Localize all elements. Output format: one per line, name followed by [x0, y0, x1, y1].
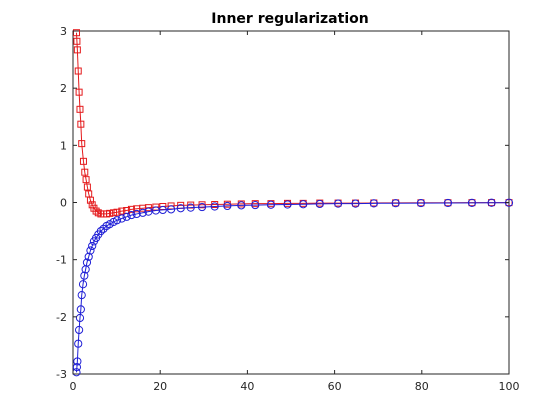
series-1 — [72, 198, 514, 377]
data-point-circle — [237, 201, 246, 210]
chart-title: Inner regularization — [211, 11, 368, 27]
data-point-square — [73, 37, 81, 45]
data-point-circle — [487, 198, 496, 207]
data-point-circle — [72, 363, 82, 372]
data-point-circle — [74, 339, 83, 348]
y-tick-label: 3 — [60, 25, 67, 38]
data-point-square — [127, 205, 135, 213]
series-layer — [72, 29, 514, 377]
data-point-circle — [127, 210, 136, 220]
data-point-circle — [416, 198, 426, 208]
data-point-circle — [73, 357, 82, 366]
data-point-circle — [251, 200, 260, 210]
data-point-circle — [76, 305, 85, 314]
y-tick-label: 0 — [60, 197, 67, 210]
data-point-circle — [84, 252, 93, 261]
data-point-circle — [223, 201, 232, 211]
x-tick-label: 20 — [153, 380, 167, 393]
x-tick-label: 0 — [70, 380, 77, 393]
data-point-circle — [210, 202, 219, 211]
data-point-square — [113, 208, 121, 216]
data-point-circle — [315, 199, 324, 209]
series-line — [75, 202, 510, 373]
data-point-circle — [186, 203, 195, 212]
y-tick-label: -3 — [56, 368, 67, 381]
data-point-square — [76, 105, 84, 113]
data-point-circle — [333, 199, 343, 208]
data-point-square — [75, 88, 83, 96]
data-point-circle — [75, 325, 84, 335]
data-point-circle — [138, 208, 147, 217]
data-point-circle — [82, 258, 92, 267]
data-point-circle — [443, 198, 453, 208]
data-point-circle — [77, 291, 86, 300]
data-point-circle — [75, 313, 85, 323]
data-point-circle — [78, 280, 88, 289]
data-point-circle — [122, 212, 131, 221]
data-point-circle — [197, 202, 207, 212]
data-point-circle — [467, 198, 477, 207]
data-point-circle — [112, 216, 122, 225]
x-tick-label: 60 — [328, 380, 342, 393]
data-point-square — [81, 168, 89, 176]
tick-layer: 0 20 40 60 80 100 -3 -2 -1 0 1 2 3 — [56, 25, 519, 393]
x-tick-label: 80 — [415, 380, 429, 393]
data-point-circle — [176, 204, 185, 213]
data-point-square — [144, 204, 152, 212]
data-point-square — [79, 157, 87, 165]
data-point-square — [106, 209, 114, 217]
data-point-square — [78, 140, 86, 148]
data-point-square — [86, 196, 94, 204]
data-point-square — [118, 207, 126, 215]
data-point-square — [74, 67, 82, 75]
y-tick-label: 2 — [60, 82, 67, 95]
data-point-circle — [266, 200, 276, 209]
data-point-circle — [88, 241, 97, 251]
data-point-circle — [158, 205, 167, 215]
data-point-square — [82, 176, 90, 184]
data-point-circle — [117, 214, 126, 223]
data-point-circle — [283, 200, 292, 209]
data-point-square — [83, 183, 91, 191]
data-point-circle — [132, 209, 141, 219]
data-point-circle — [167, 205, 176, 214]
data-point-square — [73, 46, 81, 54]
y-tick-label: 1 — [60, 139, 67, 152]
x-tick-label: 100 — [499, 380, 520, 393]
data-point-circle — [391, 199, 400, 208]
y-tick-label: -2 — [56, 311, 67, 324]
series-line — [75, 32, 509, 215]
data-point-circle — [369, 199, 378, 208]
data-point-circle — [351, 199, 360, 208]
data-point-circle — [105, 220, 114, 229]
data-point-circle — [86, 246, 95, 255]
data-point-circle — [80, 271, 89, 280]
x-tick-label: 40 — [240, 380, 254, 393]
y-tick-label: -1 — [56, 254, 67, 267]
data-point-square — [77, 120, 85, 128]
data-point-circle — [299, 200, 308, 209]
data-point-circle — [96, 226, 106, 236]
